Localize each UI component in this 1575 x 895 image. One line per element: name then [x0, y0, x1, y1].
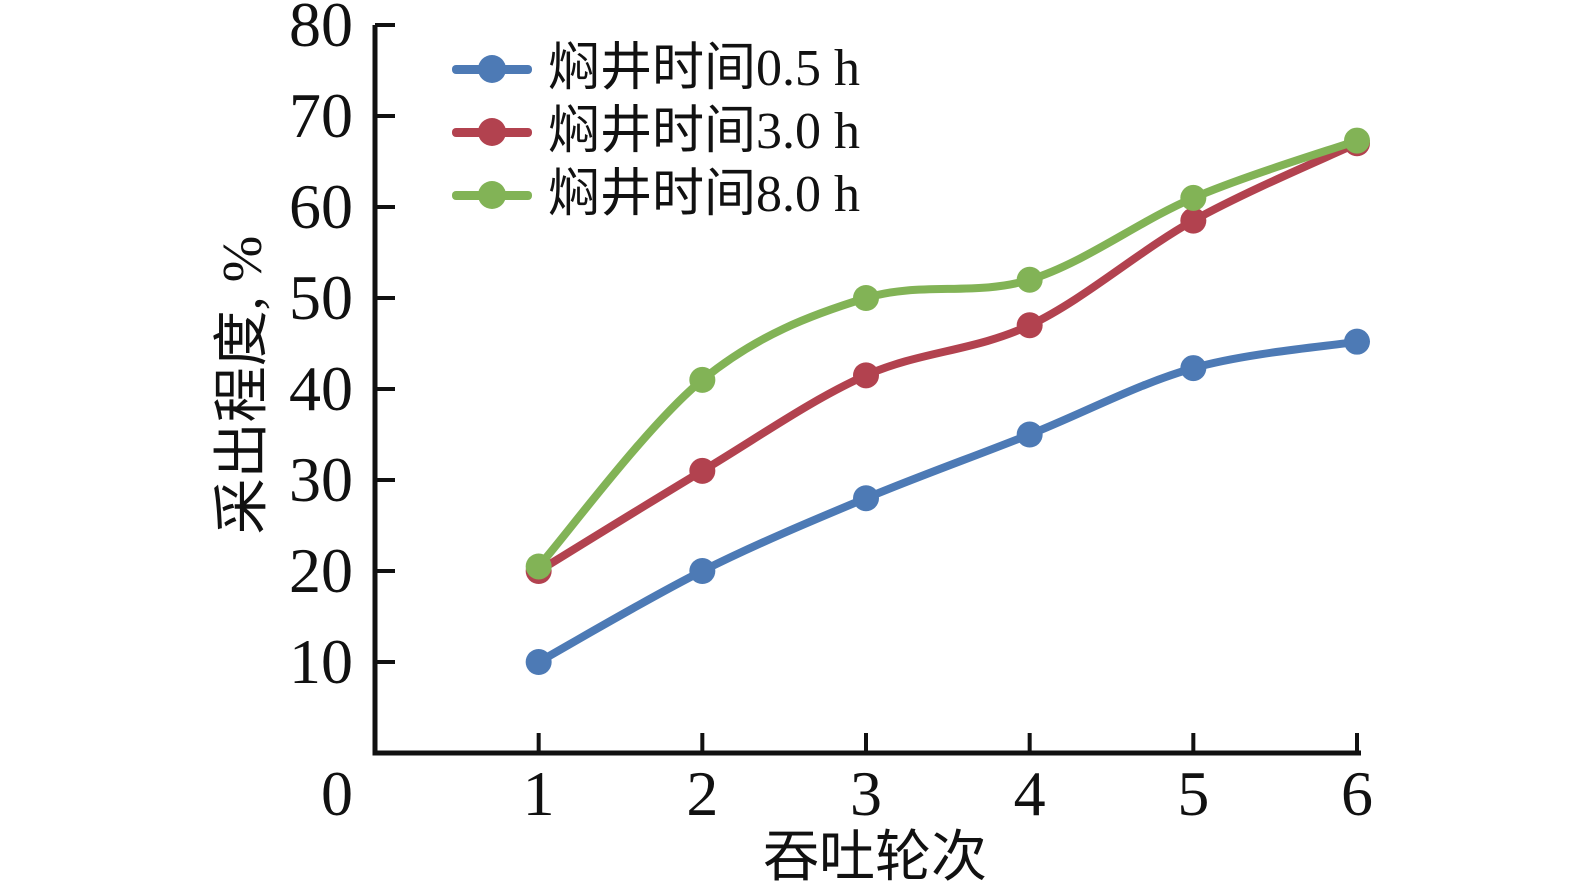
legend-marker-icon — [452, 180, 532, 210]
legend-label: 焖井时间8.0 h — [548, 165, 861, 223]
data-point-marker — [1180, 355, 1207, 382]
data-point-marker — [525, 553, 552, 580]
x-axis-title: 吞吐轮次 — [763, 827, 987, 889]
y-axis-title: 采出程度, % — [212, 235, 274, 535]
y-tick-label: 20 — [289, 535, 353, 606]
axis-lines — [372, 25, 1361, 756]
data-point-marker — [1344, 328, 1370, 355]
x-tick-label: 1 — [523, 758, 555, 829]
data-point-marker — [1016, 266, 1043, 293]
series-line-1 — [534, 139, 1361, 575]
data-point-marker — [689, 457, 716, 484]
data-point-marker — [1180, 184, 1207, 211]
data-point-marker — [1180, 207, 1207, 234]
y-tick-label: 60 — [289, 171, 353, 242]
y-tick-label: 50 — [289, 262, 353, 333]
x-tick-label: 5 — [1177, 758, 1209, 829]
y-tick-label: 70 — [289, 80, 353, 151]
x-tick-label: 3 — [850, 758, 882, 829]
legend: 焖井时间0.5 h 焖井时间3.0 h 焖井时间8.0 h — [452, 37, 860, 226]
legend-item-3.0h: 焖井时间3.0 h — [452, 100, 860, 163]
legend-item-8.0h: 焖井时间8.0 h — [452, 163, 860, 226]
legend-dot-swatch — [478, 54, 506, 83]
data-point-marker — [689, 558, 716, 584]
data-point-marker — [525, 649, 552, 675]
series-line-0 — [534, 337, 1361, 666]
data-point-marker — [1016, 421, 1043, 448]
legend-label: 焖井时间0.5 h — [548, 39, 861, 97]
legend-label: 焖井时间3.0 h — [548, 102, 861, 160]
x-tick-label: 0 — [321, 758, 353, 829]
legend-dot-swatch — [478, 117, 506, 146]
y-tick-label: 30 — [289, 444, 353, 515]
series-line-2 — [534, 136, 1361, 571]
y-tick-label: 40 — [289, 353, 353, 424]
x-tick-label: 4 — [1014, 758, 1046, 829]
data-point-marker — [853, 362, 879, 389]
y-tick-label: 80 — [289, 0, 353, 60]
y-tick-label: 10 — [289, 626, 353, 697]
legend-marker-icon — [452, 117, 532, 147]
x-tick-label: 6 — [1341, 758, 1373, 829]
data-point-marker — [1344, 127, 1370, 154]
data-point-marker — [689, 366, 716, 393]
legend-marker-icon — [452, 54, 532, 84]
data-point-marker — [1016, 312, 1043, 339]
legend-dot-swatch — [478, 180, 506, 209]
legend-item-0.5h: 焖井时间0.5 h — [452, 37, 860, 100]
data-point-marker — [853, 485, 879, 512]
x-tick-label: 2 — [686, 758, 718, 829]
data-point-marker — [853, 285, 879, 311]
